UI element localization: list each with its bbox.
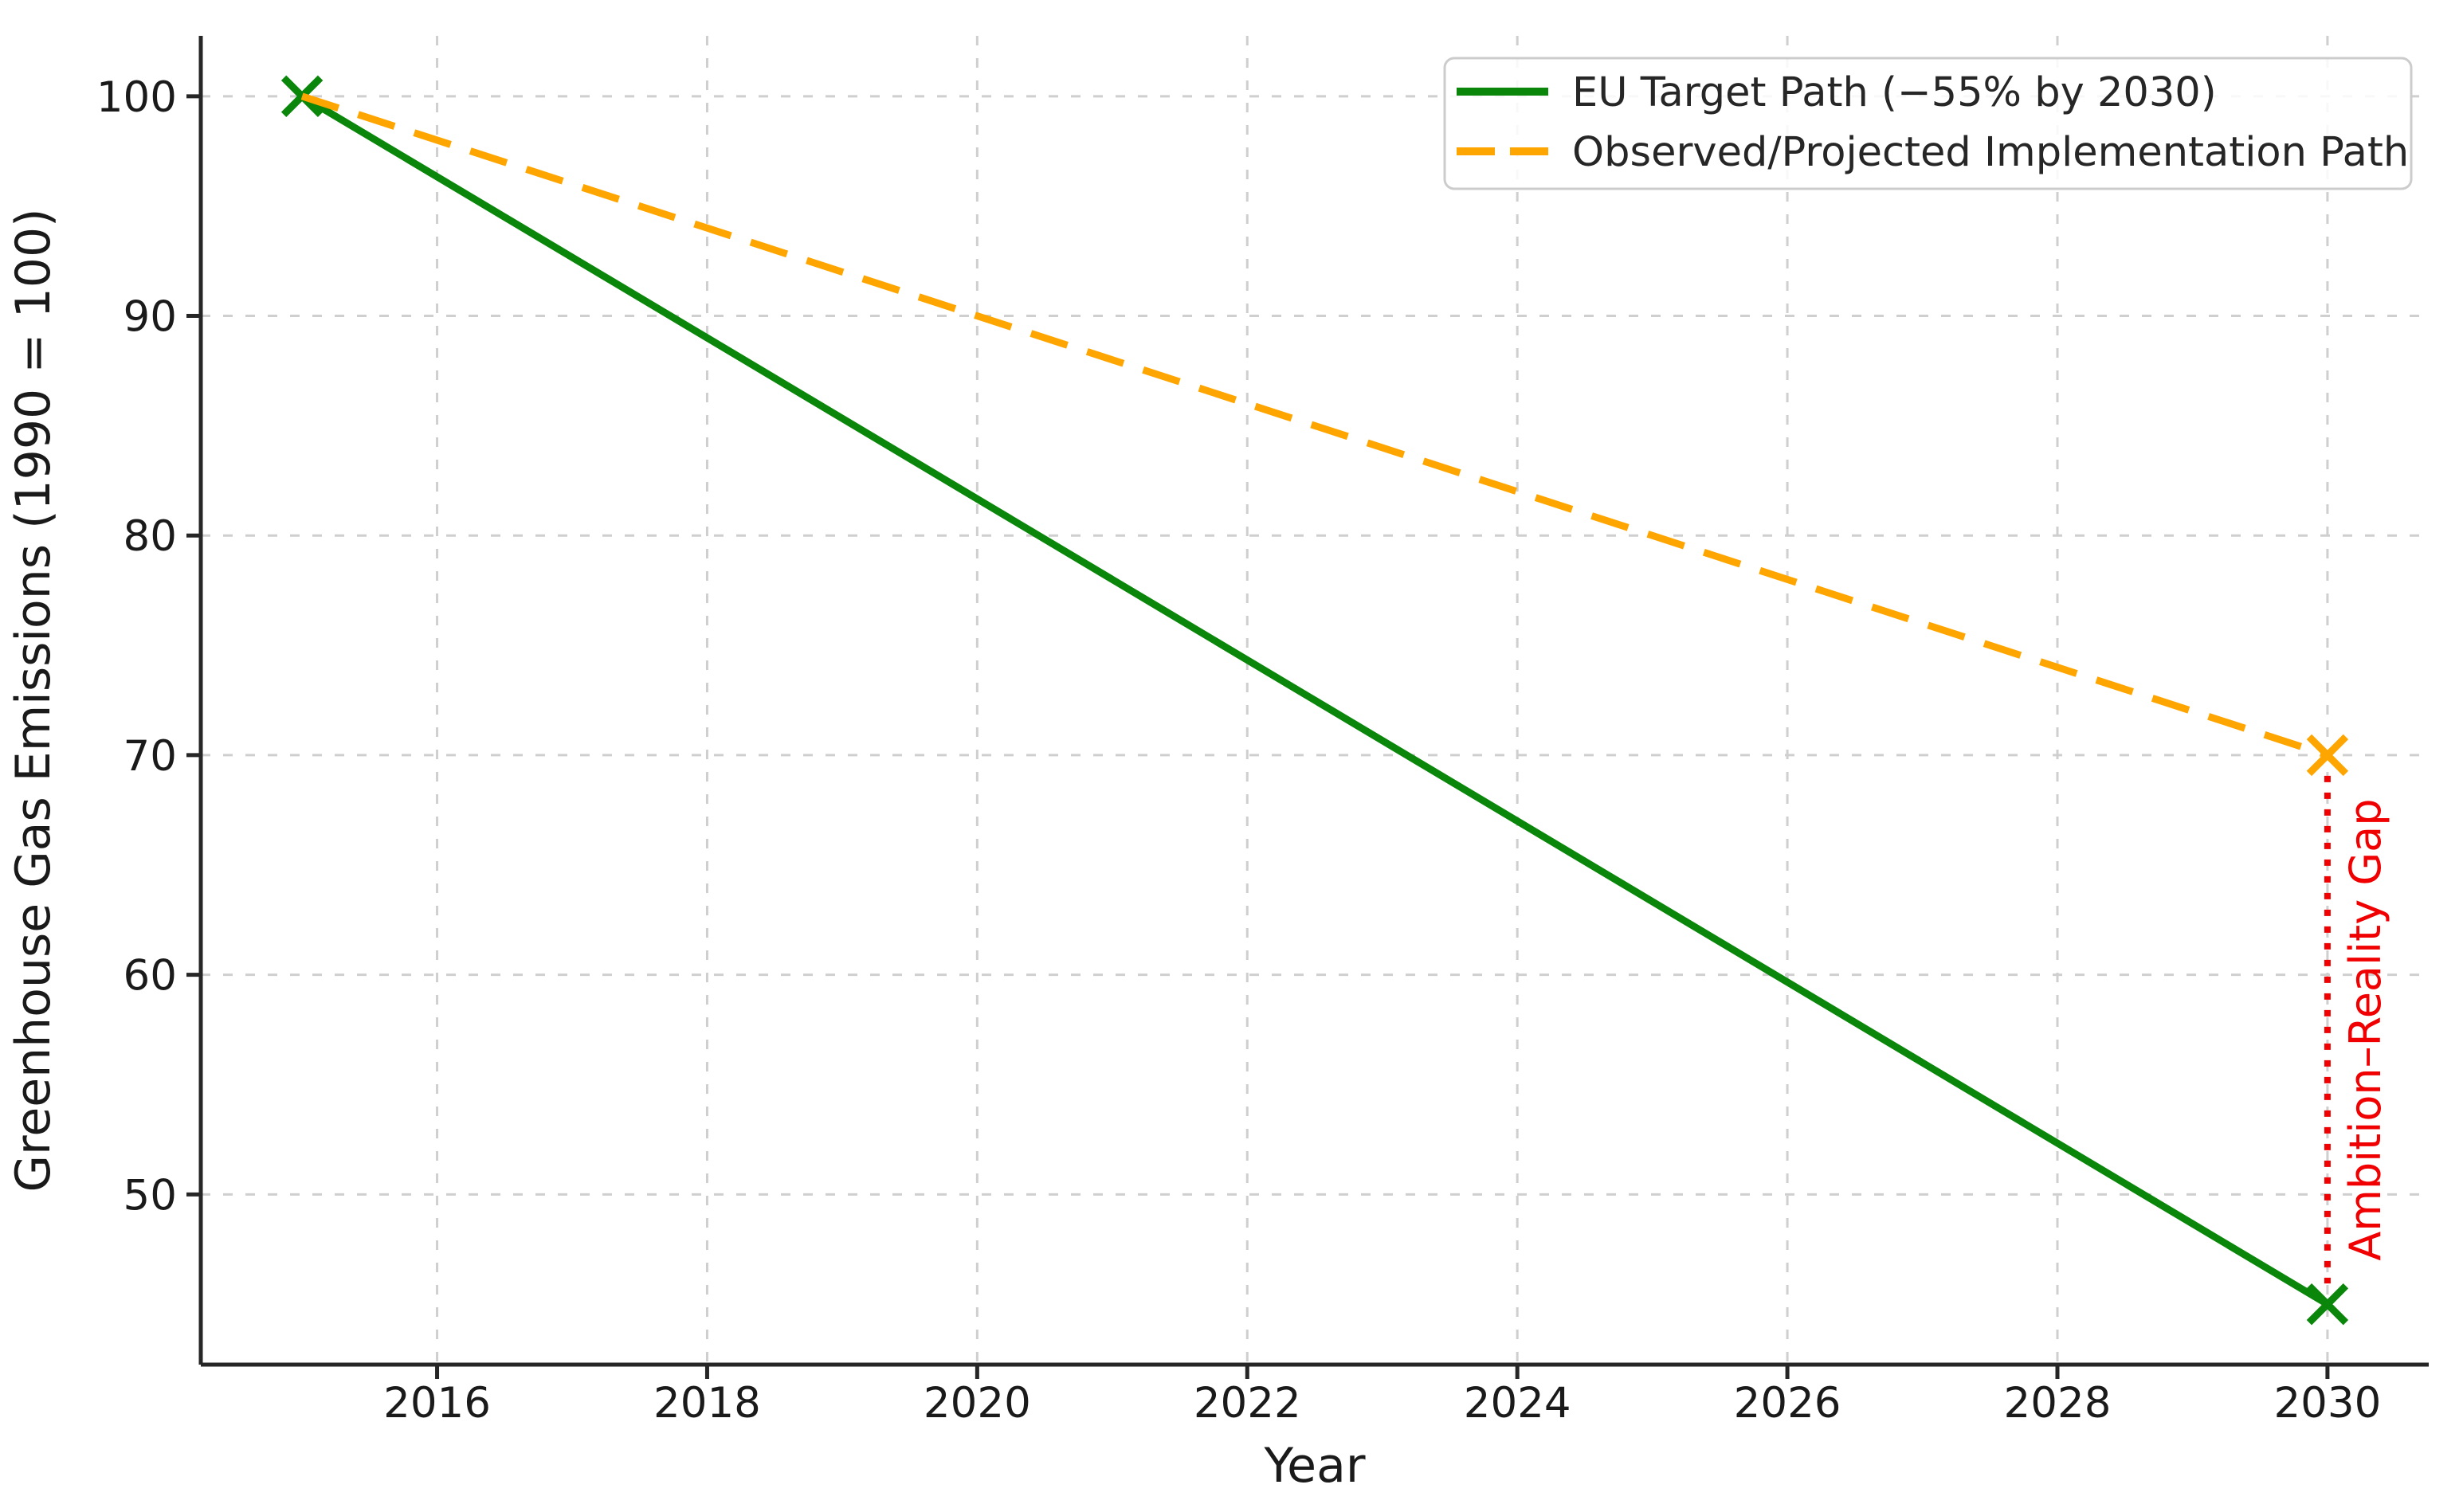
legend: EU Target Path (−55% by 2030) Observed/P… <box>1443 57 2413 190</box>
x-tick-label: 2022 <box>1194 1379 1301 1428</box>
x-tick-label: 2024 <box>1464 1379 1571 1428</box>
legend-label-target: EU Target Path (−55% by 2030) <box>1572 69 2217 116</box>
series-line-0 <box>300 92 2330 1308</box>
x-marker <box>2306 1283 2349 1326</box>
x-axis-label: Year <box>1263 1438 1365 1494</box>
legend-label-observed: Observed/Projected Implementation Path <box>1572 129 2409 176</box>
axis-layer <box>186 36 2429 1379</box>
x-tick-label: 2018 <box>653 1379 761 1428</box>
x-marker <box>2306 734 2349 777</box>
series-layer <box>280 75 2349 1326</box>
x-tick-label: 2028 <box>2004 1379 2112 1428</box>
y-tick-label: 80 <box>124 512 177 561</box>
legend-box <box>1443 57 2413 190</box>
tick-label-layer: 2016 2018 2020 2022 2024 2026 2028 2030 50 60 70 80… <box>96 73 2382 1428</box>
y-tick-label: 100 <box>96 73 177 122</box>
y-tick-label: 70 <box>124 732 177 781</box>
x-tick-label: 2016 <box>383 1379 491 1428</box>
gap-annotation-label: Ambition–Reality Gap <box>2340 798 2390 1260</box>
y-tick-label: 90 <box>124 293 177 342</box>
x-marker <box>280 75 324 118</box>
x-tick-label: 2030 <box>2273 1379 2381 1428</box>
series-line-1 <box>300 92 2329 759</box>
x-tick-label: 2026 <box>1734 1379 1841 1428</box>
y-tick-label: 50 <box>124 1171 177 1220</box>
y-axis-label: Greenhouse Gas Emissions (1990 = 100) <box>6 208 61 1192</box>
y-tick-label: 60 <box>124 952 177 1001</box>
x-tick-label: 2020 <box>924 1379 1031 1428</box>
